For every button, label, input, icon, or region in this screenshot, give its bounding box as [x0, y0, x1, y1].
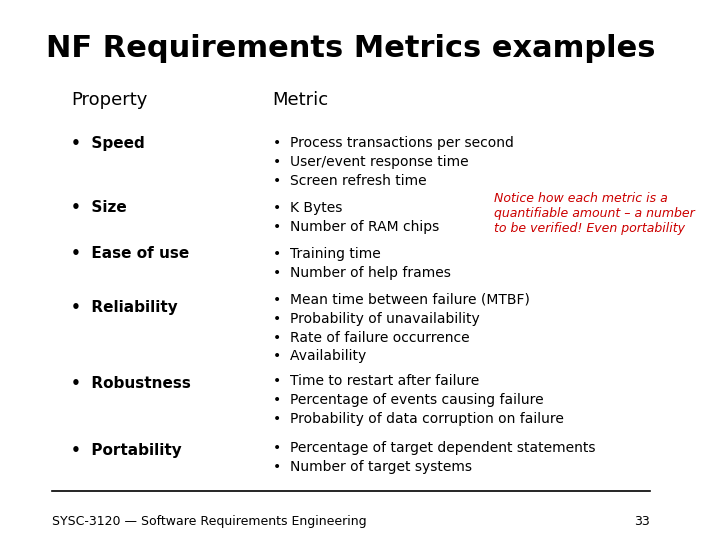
Text: 33: 33 [634, 515, 649, 528]
Text: •  Percentage of target dependent statements: • Percentage of target dependent stateme… [273, 441, 595, 455]
Text: Property: Property [71, 91, 148, 109]
Text: •  Number of help frames: • Number of help frames [273, 266, 451, 280]
Text: •  Probability of data corruption on failure: • Probability of data corruption on fail… [273, 411, 564, 426]
Text: •  Speed: • Speed [71, 136, 145, 151]
Text: •  Availability: • Availability [273, 349, 366, 363]
Text: •  Portability: • Portability [71, 443, 182, 458]
Text: SYSC-3120 — Software Requirements Engineering: SYSC-3120 — Software Requirements Engine… [52, 515, 366, 528]
Text: •  Mean time between failure (MTBF): • Mean time between failure (MTBF) [273, 293, 529, 307]
Text: •  K Bytes: • K Bytes [273, 201, 342, 215]
Text: •  Number of target systems: • Number of target systems [273, 460, 472, 474]
Text: •  Probability of unavailability: • Probability of unavailability [273, 312, 480, 326]
Text: •  Screen refresh time: • Screen refresh time [273, 174, 426, 188]
Text: •  Process transactions per second: • Process transactions per second [273, 136, 513, 150]
Text: NF Requirements Metrics examples: NF Requirements Metrics examples [46, 34, 655, 63]
Text: •  Percentage of events causing failure: • Percentage of events causing failure [273, 393, 544, 407]
Text: Metric: Metric [273, 91, 329, 109]
Text: •  Training time: • Training time [273, 247, 380, 261]
Text: Notice how each metric is a
quantifiable amount – a number
to be verified! Even : Notice how each metric is a quantifiable… [494, 192, 694, 235]
Text: •  Number of RAM chips: • Number of RAM chips [273, 220, 439, 234]
Text: •  Ease of use: • Ease of use [71, 246, 189, 261]
Text: •  Robustness: • Robustness [71, 376, 191, 391]
Text: •  Rate of failure occurrence: • Rate of failure occurrence [273, 330, 469, 345]
Text: •  Size: • Size [71, 200, 127, 215]
Text: •  Time to restart after failure: • Time to restart after failure [273, 374, 479, 388]
Text: •  Reliability: • Reliability [71, 300, 178, 315]
Text: •  User/event response time: • User/event response time [273, 155, 468, 169]
